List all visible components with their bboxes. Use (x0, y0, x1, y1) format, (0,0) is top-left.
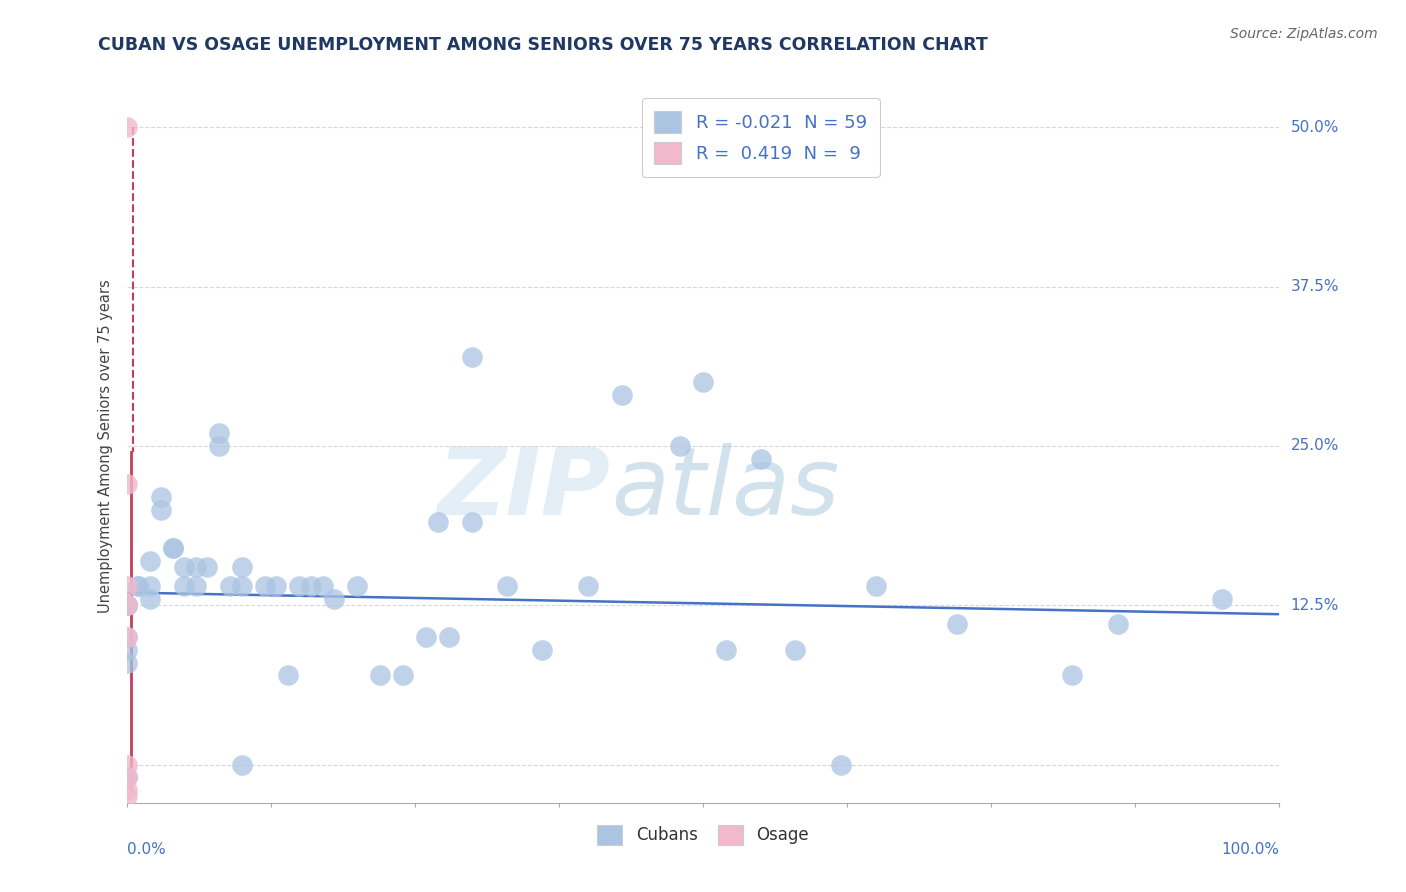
Point (115, 630, 138, 644)
Text: 25.0%: 25.0% (1291, 439, 1339, 453)
Point (162, 541, 184, 555)
Point (115, 789, 138, 804)
Point (219, 579, 242, 593)
Point (115, 599, 138, 613)
Text: 100.0%: 100.0% (1222, 842, 1279, 856)
Point (115, 643, 138, 657)
Point (439, 630, 461, 644)
Text: Source: ZipAtlas.com: Source: ZipAtlas.com (1230, 27, 1378, 41)
Point (115, 599, 138, 613)
Point (231, 579, 253, 593)
Point (184, 579, 207, 593)
Point (415, 630, 437, 644)
Point (392, 668, 415, 682)
Point (346, 579, 368, 593)
Point (115, 783, 138, 797)
Point (115, 656, 138, 670)
Text: atlas: atlas (610, 443, 839, 534)
Point (1211, 591, 1233, 606)
Point (115, 579, 138, 593)
Point (749, 451, 772, 466)
Point (288, 579, 311, 593)
Point (277, 668, 299, 682)
Point (115, 757, 138, 772)
Text: 37.5%: 37.5% (1291, 279, 1339, 294)
Point (530, 643, 553, 657)
Point (115, 770, 138, 784)
Point (115, 477, 138, 491)
Legend: Cubans, Osage: Cubans, Osage (591, 818, 815, 852)
Text: 0.0%: 0.0% (127, 842, 166, 856)
Point (266, 579, 288, 593)
Point (865, 579, 887, 593)
Point (173, 560, 195, 574)
Point (115, 599, 138, 613)
Point (138, 554, 160, 568)
Y-axis label: Unemployment Among Seniors over 75 years: Unemployment Among Seniors over 75 years (98, 279, 114, 613)
Point (150, 490, 173, 504)
Point (208, 439, 231, 453)
Point (115, 770, 138, 784)
Point (138, 579, 160, 593)
Point (184, 560, 207, 574)
Point (195, 560, 218, 574)
Point (945, 617, 967, 632)
Point (173, 579, 195, 593)
Point (253, 579, 276, 593)
Point (461, 350, 484, 364)
Point (231, 757, 253, 772)
Point (576, 579, 599, 593)
Point (669, 439, 692, 453)
Point (115, 599, 138, 613)
Point (311, 579, 333, 593)
Point (1060, 668, 1083, 682)
Point (692, 376, 714, 390)
Point (323, 591, 346, 606)
Point (785, 643, 807, 657)
Point (150, 502, 173, 516)
Point (299, 579, 322, 593)
Point (368, 668, 391, 682)
Point (714, 643, 737, 657)
Point (208, 426, 231, 441)
Point (138, 591, 160, 606)
Text: 50.0%: 50.0% (1291, 120, 1339, 135)
Point (231, 560, 253, 574)
Point (426, 516, 449, 530)
Point (115, 120, 138, 135)
Point (115, 599, 138, 613)
Point (127, 579, 149, 593)
Point (612, 388, 634, 402)
Point (830, 757, 852, 772)
Point (461, 516, 484, 530)
Point (496, 579, 519, 593)
Text: 12.5%: 12.5% (1291, 598, 1339, 613)
Point (115, 770, 138, 784)
Point (115, 630, 138, 644)
Text: CUBAN VS OSAGE UNEMPLOYMENT AMONG SENIORS OVER 75 YEARS CORRELATION CHART: CUBAN VS OSAGE UNEMPLOYMENT AMONG SENIOR… (98, 36, 988, 54)
Text: ZIP: ZIP (437, 442, 610, 535)
Point (127, 579, 149, 593)
Point (162, 541, 184, 555)
Point (1107, 617, 1129, 632)
